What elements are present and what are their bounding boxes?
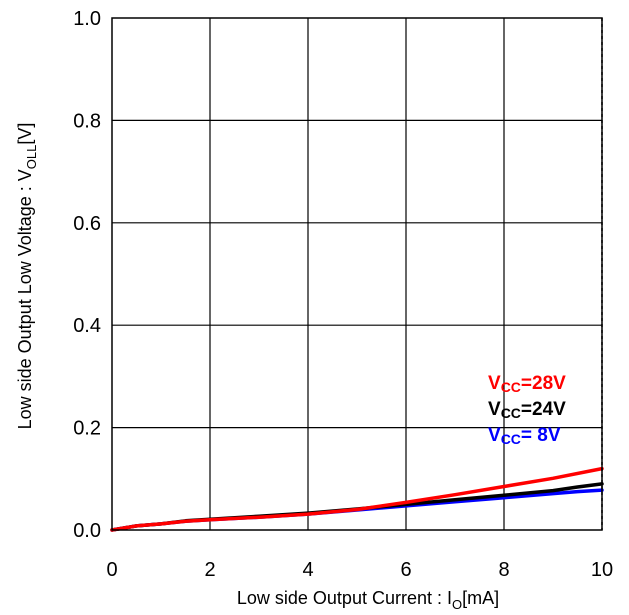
y-tick-label: 0.8 [73,110,101,132]
plot-area [112,18,602,530]
plot-frame [111,17,603,531]
y-tick-label: 0.4 [73,315,101,337]
x-tick-label: 6 [400,559,411,581]
x-tick-labels: 0 2 4 6 8 10 [106,559,613,581]
y-tick-label: 0.0 [73,520,101,542]
y-tick-label: 1.0 [73,8,101,30]
x-axis-label: Low side Output Current : IO[mA] [237,588,499,612]
y-tick-label: 0.2 [73,418,101,440]
legend-entry-vcc-24v: VCC=24V [488,399,566,421]
series-group [110,466,604,532]
x-tick-label: 4 [302,559,313,581]
grid [112,18,602,530]
legend-entry-vcc-8v: VCC= 8V [488,425,561,447]
x-tick-label: 8 [498,559,509,581]
x-tick-label: 10 [591,559,613,581]
y-axis-label: Low side Output Low Voltage : VOLL[V] [15,123,39,430]
x-tick-label: 2 [204,559,215,581]
series-line-vcc-28v [110,466,604,532]
y-tick-labels: 0.0 0.2 0.4 0.6 0.8 1.0 [73,8,101,542]
legend-entry-vcc-28v: VCC=28V [488,373,566,395]
x-tick-label: 0 [106,559,117,581]
legend: VCC=28V VCC=24V VCC= 8V [488,373,566,447]
y-tick-label: 0.6 [73,213,101,235]
